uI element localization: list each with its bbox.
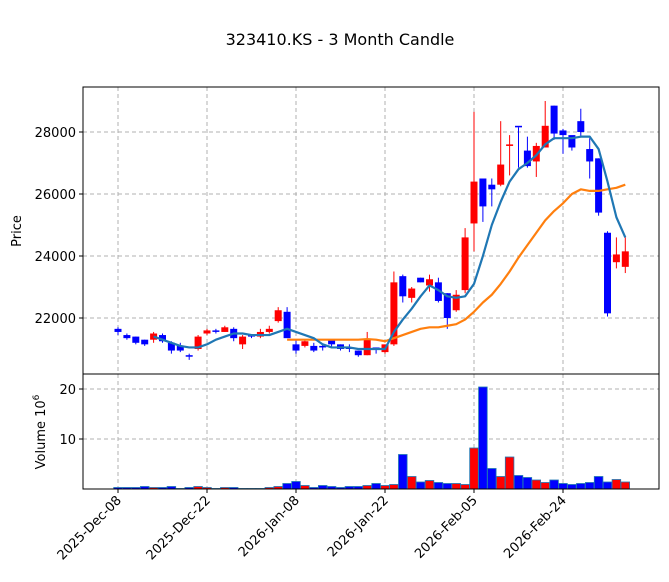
price-y-axis: 22000 24000 26000 28000 [35, 126, 83, 327]
svg-text:Volume 106: Volume 106 [32, 394, 49, 469]
x-tick-label: 2025-Dec-08 [55, 493, 125, 563]
price-tick-label: 28000 [35, 126, 76, 141]
volume-y-axis: 10 20 [59, 383, 83, 448]
volume-tick-label: 10 [59, 433, 76, 448]
volume-grid [83, 374, 659, 489]
volume-tick-label: 20 [59, 383, 76, 398]
x-tick-label: 2026-Feb-24 [501, 493, 570, 562]
price-panel-frame [82, 86, 660, 375]
price-axis-label: Price [10, 215, 25, 247]
x-tick-label: 2026-Feb-05 [412, 493, 481, 562]
price-tick-label: 26000 [35, 188, 76, 203]
x-tick-label: 2026-Jan-22 [325, 493, 392, 560]
volume-bars [113, 386, 631, 490]
volume-axis-label: Volume 106 [32, 394, 49, 469]
price-tick-label: 24000 [35, 250, 76, 265]
x-tick-label: 2026-Jan-08 [236, 493, 303, 560]
price-tick-label: 22000 [35, 312, 76, 327]
x-tick-label: 2025-Dec-22 [144, 493, 214, 563]
chart-title: 323410.KS - 3 Month Candle [226, 30, 455, 49]
x-axis: 2025-Dec-08 2025-Dec-22 2026-Jan-08 2026-Ja… [55, 489, 570, 563]
moving-averages [153, 135, 627, 351]
volume-panel-frame [82, 373, 660, 490]
